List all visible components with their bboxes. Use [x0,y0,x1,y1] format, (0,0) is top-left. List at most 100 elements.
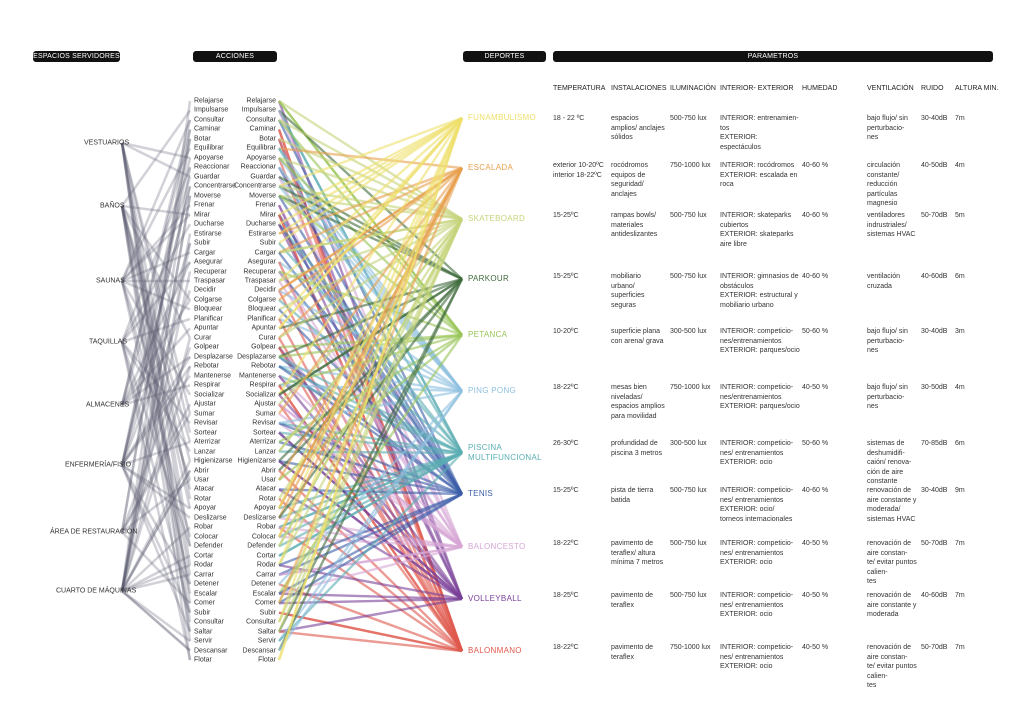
space-action-link [120,205,192,443]
action-label-left: Moverse [194,192,221,200]
param-cell-io: INTERIOR: competicio- nes/ entrenamiento… [720,440,794,466]
action-label-left: Caminar [194,125,221,133]
space-action-link [120,242,192,592]
space-action-link [121,341,191,424]
param-cell-altura: 4m [955,162,965,169]
action-label-left: Colgarse [194,296,223,304]
action-label-left: Revisar [194,419,218,427]
param-cell-inst: rampas bowls/ materiales antideslizantes [611,212,658,238]
space-action-link [121,440,191,467]
space-action-link [120,195,192,592]
action-label-right: Frenar [255,201,276,209]
param-cell-vent: circulación constante/ reducción partícu… [867,162,901,207]
param-cell-io: INTERIOR: rocódromos EXTERIOR: escalada … [720,162,798,188]
action-label-left: Deslizarse [194,514,227,522]
space-action-link [121,554,191,593]
action-label-right: Descansar [242,647,276,655]
param-cell-ruido: 30-40dB [921,487,948,494]
param-cell-vent: bajo flujo/ sin perturbacio- nes [867,115,908,141]
space-action-link [120,205,192,490]
param-cell-lum: 500-750 lux [670,115,707,122]
action-label-right: Colocar [251,533,276,541]
action-label-left: Decidir [194,286,216,294]
column-header: TEMPERATURA [553,85,606,92]
param-cell-temp: 26-30ºC [553,440,579,447]
space-action-link [120,280,192,538]
action-sport-link [277,117,464,566]
action-label-left: Estirarse [194,230,222,238]
space-action-link [120,142,192,623]
space-action-link [121,279,191,311]
action-label-right: Socializar [245,391,276,399]
space-action-link [121,213,191,282]
param-cell-lum: 500-750 lux [670,592,707,599]
space-action-link [120,242,192,466]
param-cell-hum: 50-60 % [802,440,829,447]
param-cell-ruido: 70-85dB [921,440,948,447]
action-label-right: Defender [247,542,276,550]
param-cell-altura: 3m [955,328,965,335]
action-label-left: Lanzar [194,448,216,456]
column-header: ILUMINACIÓN [670,85,716,92]
space-action-link [120,138,192,533]
action-label-right: Mantenerse [239,372,276,380]
space-action-link [120,261,192,406]
space-action-link [121,375,191,466]
action-label-left: Colocar [194,533,219,541]
header-sports: DEPORTES [463,51,546,62]
space-action-link [121,141,191,160]
action-label-left: Descansar [194,647,228,655]
action-sport-link [277,167,464,481]
space-action-link [120,185,192,466]
action-label-right: Respirar [249,381,276,389]
space-action-link [120,119,192,406]
action-label-right: Comer [254,599,276,607]
action-label-left: Botar [194,135,211,143]
space-action-link [121,261,191,343]
space-action-link [120,469,192,592]
param-cell-lum: 750-1000 lux [670,644,711,651]
action-label-right: Deslizarse [243,514,276,522]
space-action-link [121,463,191,510]
param-cell-io: INTERIOR: competicio- nes/entrenamientos… [720,384,800,410]
action-label-left: Consultar [194,116,224,124]
action-sport-link [278,116,463,216]
space-action-link [120,176,192,406]
action-label-right: Desplazarse [237,353,276,361]
action-label-right: Abrir [261,467,276,474]
param-cell-altura: 7m [955,644,965,651]
action-label-right: Carrar [256,571,276,579]
space-action-link [120,365,192,592]
action-label-left: Cortar [194,552,214,560]
space-action-link [120,205,192,301]
param-cell-hum: 40-50 % [802,644,829,651]
param-cell-vent: bajo flujo/ sin perturbacio- nes [867,328,908,354]
param-cell-hum: 40-50 % [802,384,829,391]
space-action-link [121,204,191,216]
param-cell-lum: 500-750 lux [670,487,707,494]
action-sport-link [277,218,464,633]
space-action-link [120,280,192,585]
action-label-right: Subir [259,609,276,617]
space-action-link [120,147,192,282]
action-sport-link [278,156,463,336]
action-label-right: Lanzar [254,448,276,456]
action-label-right: Traspasar [244,277,276,285]
action-sport-link [277,117,464,661]
action-sport-link [278,451,463,529]
space-action-link [120,205,192,509]
action-label-left: Planificar [194,315,223,323]
sport-label: BALONMANO [468,646,522,655]
space-action-link [120,464,192,585]
action-label-left: Robar [194,523,214,531]
space-action-link [120,142,192,547]
action-label-left: Atacar [194,485,215,493]
action-label-left: Ducharse [194,220,224,228]
space-action-link [121,141,191,178]
param-cell-vent: renovación de aire constan- te/ evitar p… [867,644,917,689]
space-action-link [121,317,191,344]
action-label-right: Reaccionar [240,163,276,171]
param-cell-io: INTERIOR: competicio- nes/ entrenamiento… [720,644,794,670]
column-header: RUIDO [921,85,944,92]
param-cell-ruido: 30-40dB [921,328,948,335]
